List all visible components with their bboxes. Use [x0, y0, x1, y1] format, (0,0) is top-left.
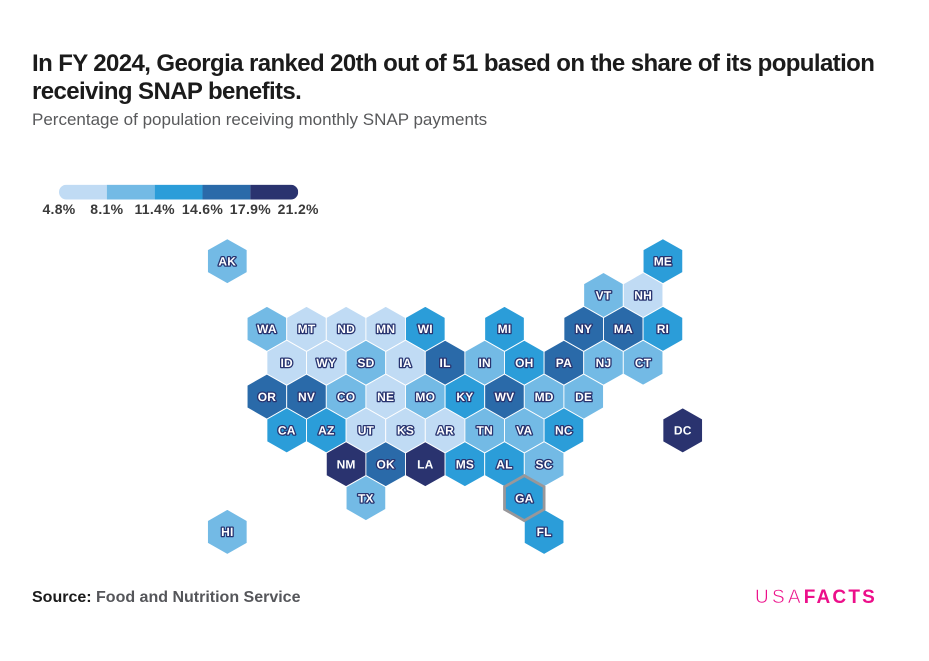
svg-text:KY: KY — [456, 390, 473, 404]
svg-text:TX: TX — [358, 491, 374, 505]
svg-text:AR: AR — [436, 424, 454, 438]
svg-text:ID: ID — [280, 356, 293, 370]
svg-text:VA: VA — [516, 424, 532, 438]
svg-text:NM: NM — [337, 458, 356, 472]
svg-text:MO: MO — [415, 390, 435, 404]
svg-text:SD: SD — [357, 356, 374, 370]
svg-text:AL: AL — [496, 458, 512, 472]
svg-text:OR: OR — [258, 390, 277, 404]
svg-text:NY: NY — [575, 322, 592, 336]
svg-text:LA: LA — [417, 458, 434, 472]
svg-text:MN: MN — [376, 322, 395, 336]
svg-text:SC: SC — [536, 458, 553, 472]
svg-text:CT: CT — [635, 356, 652, 370]
svg-text:ND: ND — [337, 322, 355, 336]
svg-text:MT: MT — [298, 322, 316, 336]
svg-text:WV: WV — [495, 390, 515, 404]
svg-text:OH: OH — [515, 356, 533, 370]
svg-text:VT: VT — [596, 288, 612, 302]
svg-text:NJ: NJ — [596, 356, 612, 370]
svg-text:OK: OK — [376, 458, 395, 472]
svg-text:DE: DE — [575, 390, 592, 404]
svg-text:NV: NV — [298, 390, 315, 404]
svg-text:WY: WY — [316, 356, 336, 370]
svg-text:NH: NH — [634, 288, 652, 302]
svg-text:UT: UT — [358, 424, 375, 438]
svg-text:WI: WI — [418, 322, 433, 336]
svg-text:AK: AK — [218, 255, 236, 269]
svg-text:MI: MI — [498, 322, 512, 336]
svg-text:MA: MA — [614, 322, 633, 336]
svg-text:KS: KS — [397, 424, 414, 438]
svg-text:CA: CA — [278, 424, 296, 438]
svg-text:NE: NE — [377, 390, 394, 404]
svg-text:GA: GA — [515, 491, 534, 505]
svg-text:CO: CO — [337, 390, 355, 404]
svg-text:RI: RI — [657, 322, 669, 336]
svg-text:IA: IA — [399, 356, 412, 370]
svg-text:HI: HI — [221, 525, 233, 539]
svg-text:MD: MD — [535, 390, 554, 404]
svg-text:FL: FL — [537, 525, 552, 539]
svg-text:AZ: AZ — [318, 424, 334, 438]
svg-text:IL: IL — [440, 356, 451, 370]
svg-text:PA: PA — [556, 356, 572, 370]
svg-text:DC: DC — [674, 424, 692, 438]
svg-text:TN: TN — [476, 424, 492, 438]
svg-text:NC: NC — [555, 424, 573, 438]
svg-text:WA: WA — [257, 322, 277, 336]
svg-text:IN: IN — [478, 356, 490, 370]
svg-text:ME: ME — [654, 255, 672, 269]
svg-text:MS: MS — [456, 458, 474, 472]
